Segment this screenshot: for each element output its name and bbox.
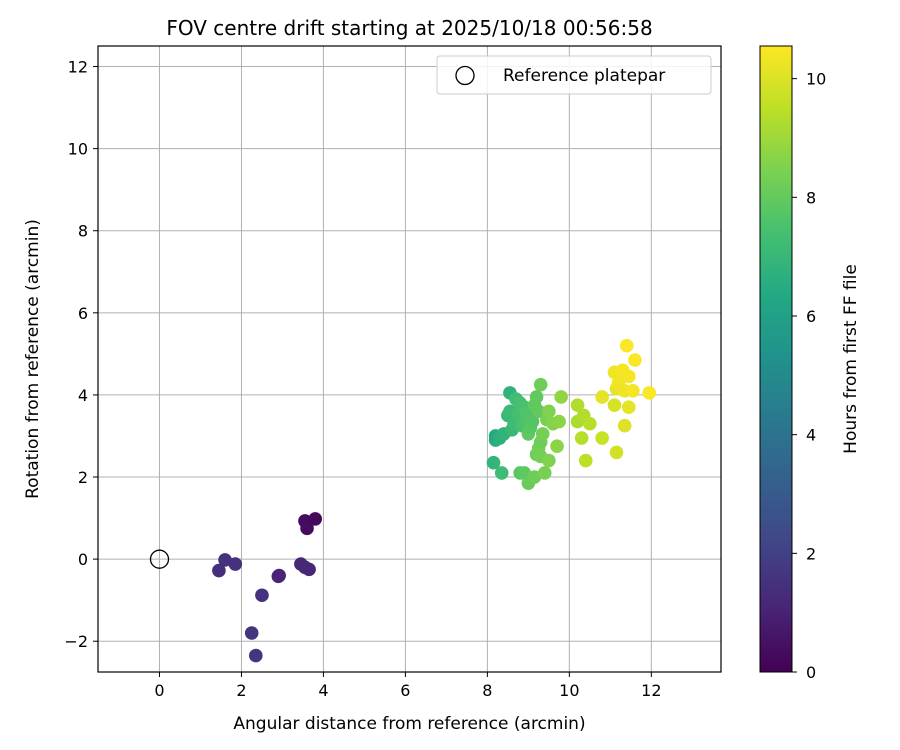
colorbar-ticks: 0 2 4 6 8 10 — [792, 70, 826, 682]
data-point — [212, 563, 226, 578]
y-axis-ticks: −2 0 2 4 6 8 10 12 — [64, 58, 98, 651]
colorbar-tick-label: 0 — [806, 663, 816, 682]
data-point — [308, 512, 323, 526]
y-tick-label: 6 — [78, 304, 88, 323]
data-point — [255, 588, 269, 603]
data-point — [554, 390, 568, 404]
data-point — [529, 390, 544, 404]
data-point — [617, 418, 632, 433]
legend-label: Reference platepar — [503, 66, 665, 86]
data-point — [533, 377, 548, 392]
data-point — [578, 453, 593, 468]
data-point — [248, 648, 263, 663]
data-point — [228, 557, 243, 571]
x-axis-label: Angular distance from reference (arcmin) — [233, 714, 585, 734]
data-point — [583, 416, 597, 431]
chart-title: FOV centre drift starting at 2025/10/18 … — [166, 16, 652, 40]
data-point — [595, 390, 609, 404]
data-point — [642, 386, 657, 400]
colorbar-tick-label: 8 — [806, 188, 816, 207]
data-point — [542, 404, 556, 419]
y-axis-label: Rotation from reference (arcmin) — [23, 219, 43, 499]
x-tick-label: 4 — [318, 681, 328, 700]
colorbar-tick-label: 6 — [806, 307, 816, 326]
colorbar-label: Hours from first FF file — [841, 264, 861, 454]
data-point — [486, 455, 501, 470]
data-point — [607, 398, 622, 412]
data-point — [244, 626, 259, 640]
plot-frame — [97, 45, 722, 673]
data-point — [574, 431, 589, 445]
data-point — [550, 439, 564, 454]
colorbar-tick-label: 4 — [806, 426, 816, 445]
data-point — [570, 398, 585, 412]
data-point — [621, 369, 636, 384]
data-point — [527, 470, 542, 484]
y-tick-label: 2 — [78, 468, 88, 487]
data-point — [535, 427, 550, 441]
x-tick-label: 2 — [236, 681, 246, 700]
y-tick-label: −2 — [64, 632, 88, 651]
y-tick-label: 12 — [68, 58, 88, 77]
legend-marker — [455, 65, 475, 86]
data-point — [272, 568, 286, 583]
x-tick-label: 6 — [400, 681, 410, 700]
data-point — [609, 445, 624, 460]
data-point — [537, 466, 552, 480]
data-point — [552, 414, 566, 429]
colorbar-tick-label: 10 — [806, 70, 826, 89]
data-point — [626, 384, 640, 398]
x-tick-label: 12 — [641, 681, 661, 700]
data-point — [218, 553, 232, 567]
y-tick-label: 8 — [78, 222, 88, 241]
legend: Reference platepar — [436, 55, 712, 95]
x-tick-label: 8 — [482, 681, 492, 700]
colorbar: 0 2 4 6 8 10 Hours from first FF file — [759, 45, 861, 682]
x-axis-ticks: 0 2 4 6 8 10 12 — [154, 672, 662, 700]
data-point — [619, 338, 634, 353]
x-tick-label: 10 — [559, 681, 579, 700]
y-tick-label: 0 — [78, 550, 88, 569]
reference-marker — [149, 549, 170, 569]
data-point — [542, 453, 556, 468]
data-point — [494, 466, 509, 480]
data-point — [517, 466, 532, 480]
data-point — [300, 521, 314, 536]
data-point — [595, 431, 609, 445]
y-tick-label: 10 — [68, 140, 88, 159]
y-tick-label: 4 — [78, 386, 88, 405]
x-tick-label: 0 — [154, 681, 164, 700]
colorbar-tick-label: 2 — [806, 544, 816, 563]
data-point — [525, 414, 540, 429]
grid — [98, 46, 721, 672]
data-point — [621, 400, 636, 415]
data-point — [302, 562, 316, 577]
colorbar-gradient — [759, 45, 793, 673]
data-point — [628, 353, 642, 367]
scatter-points — [212, 338, 657, 663]
legend-box — [436, 55, 712, 95]
